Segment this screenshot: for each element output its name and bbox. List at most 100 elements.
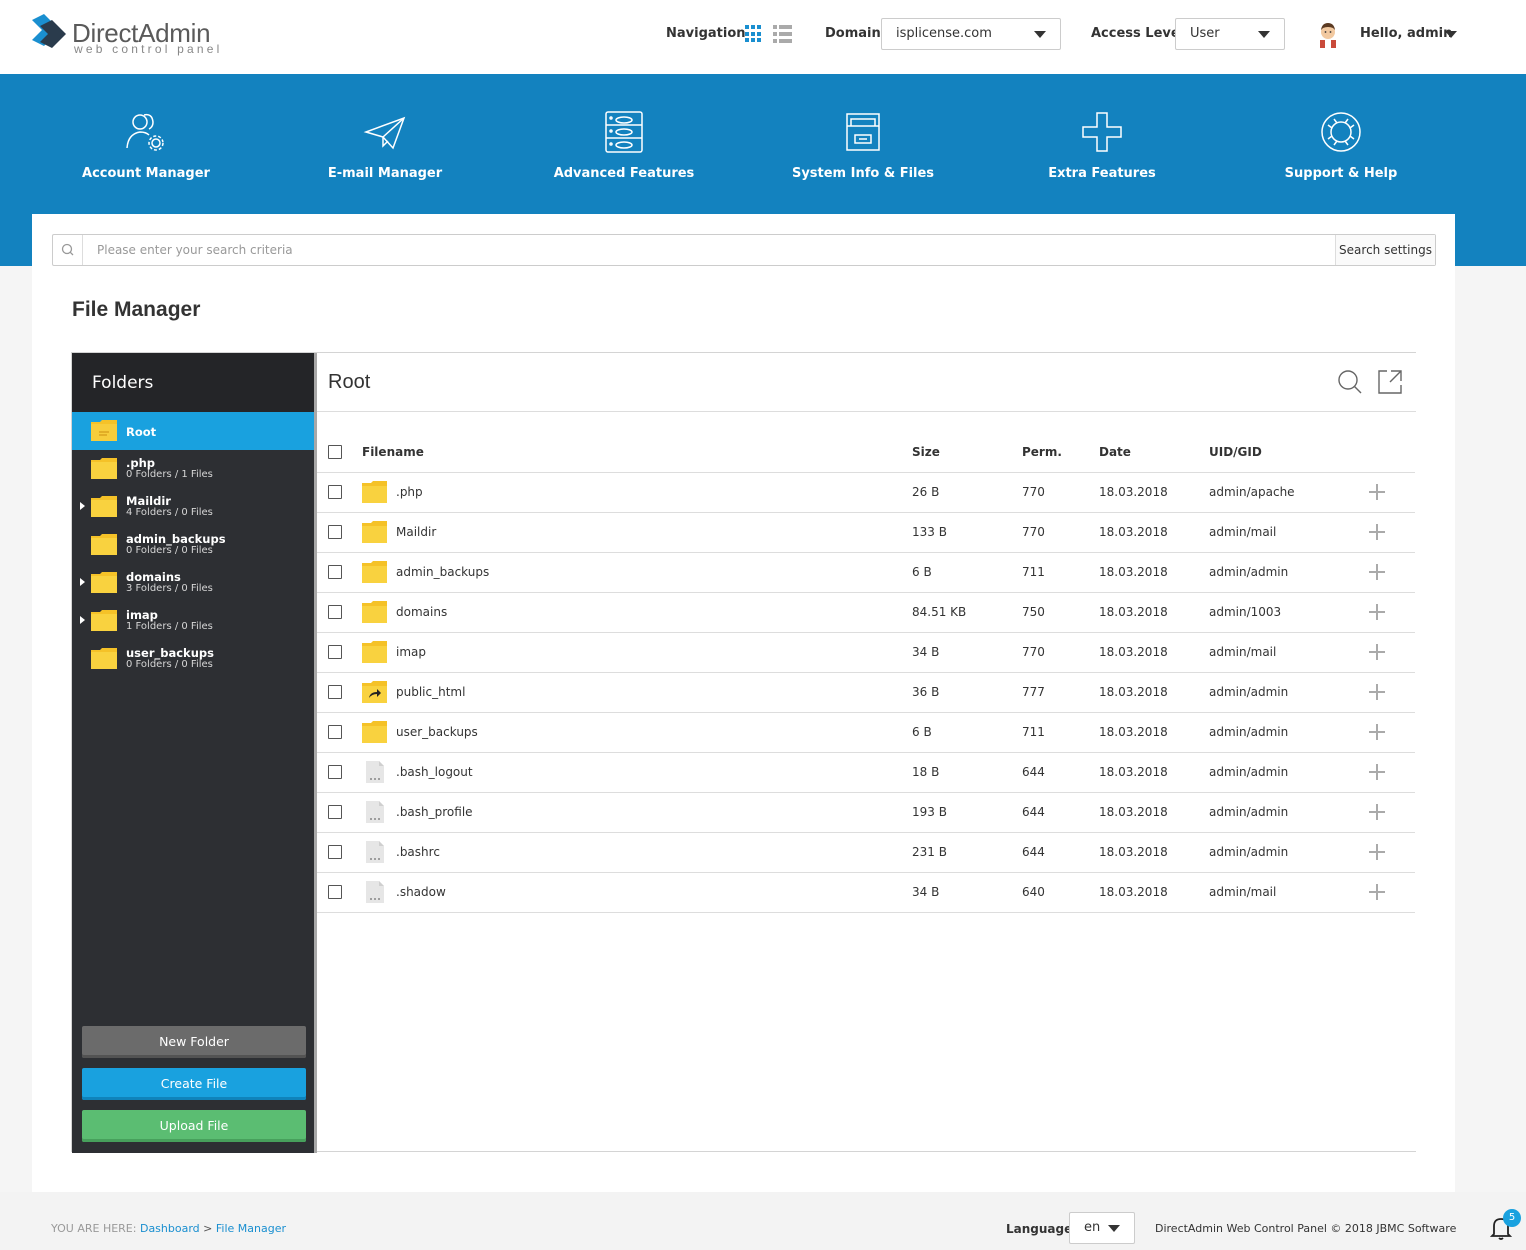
nav-advanced-features[interactable]: Advanced Features <box>524 110 724 181</box>
chevron-down-icon <box>1258 31 1270 38</box>
file-uid-gid: admin/admin <box>1209 712 1369 753</box>
row-actions-plus-icon[interactable] <box>1369 564 1385 580</box>
folder-item[interactable]: domains 3 Folders / 0 Files <box>72 564 314 602</box>
row-checkbox[interactable] <box>328 885 342 900</box>
file-name-cell[interactable]: public_html <box>351 681 912 703</box>
row-checkbox[interactable] <box>328 565 342 580</box>
folder-name: user_backups <box>126 646 214 660</box>
folder-item[interactable]: admin_backups 0 Folders / 0 Files <box>72 526 314 564</box>
expand-arrow-icon[interactable] <box>80 616 85 624</box>
table-row[interactable]: .bash_logout 18 B 644 18.03.2018 admin/a… <box>317 752 1415 793</box>
file-date: 18.03.2018 <box>1099 552 1209 593</box>
row-actions-plus-icon[interactable] <box>1369 804 1385 820</box>
avatar[interactable] <box>1316 20 1340 48</box>
list-view-icon[interactable] <box>773 25 792 43</box>
notification-badge[interactable]: 5 <box>1503 1209 1521 1227</box>
file-name: user_backups <box>396 725 478 739</box>
table-row[interactable]: Maildir 133 B 770 18.03.2018 admin/mail <box>317 512 1415 553</box>
file-name-cell[interactable]: imap <box>351 641 912 663</box>
file-date: 18.03.2018 <box>1099 832 1209 873</box>
file-name-cell[interactable]: .php <box>351 481 912 503</box>
nav-email-manager[interactable]: E-mail Manager <box>285 110 485 181</box>
folder-item[interactable]: imap 1 Folders / 0 Files <box>72 602 314 640</box>
file-name-cell[interactable]: .bash_profile <box>351 801 912 823</box>
row-actions-plus-icon[interactable] <box>1369 844 1385 860</box>
expand-arrow-icon[interactable] <box>80 578 85 586</box>
table-row[interactable]: .bash_profile 193 B 644 18.03.2018 admin… <box>317 792 1415 833</box>
row-actions-plus-icon[interactable] <box>1369 684 1385 700</box>
expand-arrow-icon[interactable] <box>80 502 85 510</box>
table-row[interactable]: .shadow 34 B 640 18.03.2018 admin/mail <box>317 872 1415 913</box>
folder-icon <box>362 481 387 503</box>
search-icon[interactable] <box>1337 369 1363 395</box>
new-folder-button[interactable]: New Folder <box>82 1026 306 1058</box>
file-date: 18.03.2018 <box>1099 592 1209 633</box>
row-checkbox[interactable] <box>328 805 342 820</box>
breadcrumb-dashboard-link[interactable]: Dashboard <box>139 1222 200 1235</box>
access-level-select[interactable]: User <box>1175 18 1285 50</box>
nav-account-manager[interactable]: Account Manager <box>46 110 246 181</box>
file-name-cell[interactable]: .shadow <box>351 881 912 903</box>
folder-item[interactable]: user_backups 0 Folders / 0 Files <box>72 640 314 678</box>
folder-item[interactable]: .php 0 Folders / 1 Files <box>72 450 314 488</box>
file-name-cell[interactable]: user_backups <box>351 721 912 743</box>
file-name-cell[interactable]: Maildir <box>351 521 912 543</box>
table-row[interactable]: imap 34 B 770 18.03.2018 admin/mail <box>317 632 1415 673</box>
select-all-checkbox[interactable] <box>328 445 342 459</box>
nav-support-help[interactable]: Support & Help <box>1241 110 1441 181</box>
nav-label: Support & Help <box>1284 166 1398 181</box>
row-actions-plus-icon[interactable] <box>1369 884 1385 900</box>
table-row[interactable]: admin_backups 6 B 711 18.03.2018 admin/a… <box>317 552 1415 593</box>
table-row[interactable]: .php 26 B 770 18.03.2018 admin/apache <box>317 472 1415 513</box>
folder-item[interactable]: Maildir 4 Folders / 0 Files <box>72 488 314 526</box>
row-checkbox[interactable] <box>328 525 342 540</box>
search-settings-button[interactable]: Search settings <box>1335 235 1435 265</box>
user-greeting[interactable]: Hello, admin <box>1360 26 1453 41</box>
row-checkbox[interactable] <box>328 485 342 500</box>
table-row[interactable]: public_html 36 B 777 18.03.2018 admin/ad… <box>317 672 1415 713</box>
sidebar-resize-handle[interactable] <box>314 353 317 1153</box>
row-checkbox[interactable] <box>328 725 342 740</box>
expand-icon[interactable] <box>1377 369 1403 395</box>
file-name-cell[interactable]: domains <box>351 601 912 623</box>
file-name-cell[interactable]: admin_backups <box>351 561 912 583</box>
folder-meta: 1 Folders / 0 Files <box>126 621 213 632</box>
row-checkbox[interactable] <box>328 765 342 780</box>
folder-icon <box>362 601 387 623</box>
create-file-button[interactable]: Create File <box>82 1068 306 1100</box>
file-name-cell[interactable]: .bash_logout <box>351 761 912 783</box>
grid-view-icon[interactable] <box>745 25 763 43</box>
row-actions-plus-icon[interactable] <box>1369 644 1385 660</box>
table-row[interactable]: .bashrc 231 B 644 18.03.2018 admin/admin <box>317 832 1415 873</box>
folder-item[interactable]: Root <box>72 412 314 450</box>
row-checkbox[interactable] <box>328 645 342 660</box>
row-actions-plus-icon[interactable] <box>1369 484 1385 500</box>
table-row[interactable]: user_backups 6 B 711 18.03.2018 admin/ad… <box>317 712 1415 753</box>
row-actions-plus-icon[interactable] <box>1369 764 1385 780</box>
column-uid-gid[interactable]: UID/GID <box>1209 432 1369 473</box>
breadcrumb-current-link[interactable]: File Manager <box>215 1222 286 1235</box>
table-row[interactable]: domains 84.51 KB 750 18.03.2018 admin/10… <box>317 592 1415 633</box>
search-icon[interactable] <box>53 235 83 265</box>
directadmin-logo[interactable]: DirectAdmin web control panel <box>30 14 230 58</box>
language-select[interactable]: en <box>1069 1212 1135 1244</box>
upload-file-button[interactable]: Upload File <box>82 1110 306 1142</box>
domain-select[interactable]: isplicense.com <box>881 18 1061 50</box>
user-menu-chevron-icon[interactable] <box>1445 31 1457 38</box>
file-name-cell[interactable]: .bashrc <box>351 841 912 863</box>
row-actions-plus-icon[interactable] <box>1369 604 1385 620</box>
access-level-value: User <box>1190 26 1220 41</box>
row-checkbox[interactable] <box>328 685 342 700</box>
page-title: File Manager <box>72 298 201 321</box>
column-filename[interactable]: Filename <box>351 432 912 473</box>
row-checkbox[interactable] <box>328 845 342 860</box>
row-actions-plus-icon[interactable] <box>1369 524 1385 540</box>
row-actions-plus-icon[interactable] <box>1369 724 1385 740</box>
column-date[interactable]: Date <box>1099 432 1209 473</box>
row-checkbox[interactable] <box>328 605 342 620</box>
column-size[interactable]: Size <box>912 432 1022 473</box>
nav-extra-features[interactable]: Extra Features <box>1002 110 1202 181</box>
search-input[interactable] <box>83 235 1335 265</box>
column-perm[interactable]: Perm. <box>1022 432 1099 473</box>
nav-system-info-files[interactable]: System Info & Files <box>763 110 963 181</box>
